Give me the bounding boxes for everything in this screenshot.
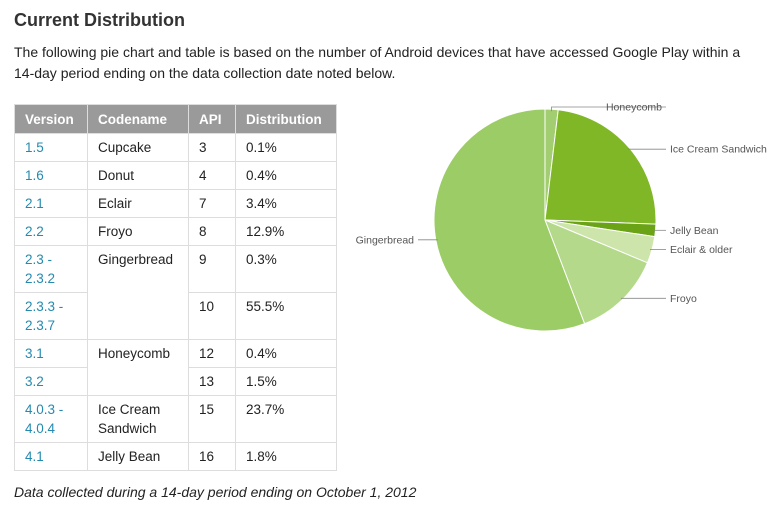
codename-cell: Gingerbread bbox=[87, 245, 189, 340]
version-link[interactable]: 1.6 bbox=[25, 168, 44, 183]
pie-slice-label: Froyo bbox=[670, 293, 697, 305]
pie-slice-label: Gingerbread bbox=[356, 234, 415, 246]
api-cell: 3 bbox=[188, 133, 236, 162]
codename-cell: Froyo bbox=[87, 217, 189, 246]
api-cell: 7 bbox=[188, 189, 236, 218]
intro-paragraph: The following pie chart and table is bas… bbox=[14, 44, 741, 81]
data-collection-note: Data collected during a 14-day period en… bbox=[14, 484, 417, 500]
version-link[interactable]: 2.3.3 - 2.3.7 bbox=[25, 299, 64, 333]
pie-slice-label: Jelly Bean bbox=[670, 225, 719, 237]
distribution-cell: 23.7% bbox=[235, 395, 337, 443]
codename-cell: Jelly Bean bbox=[87, 442, 189, 471]
page-title: Current Distribution bbox=[14, 10, 185, 30]
distribution-cell: 12.9% bbox=[235, 217, 337, 246]
version-link[interactable]: 4.1 bbox=[25, 449, 44, 464]
distribution-table: Version Codename API Distribution 1.5 Cup… bbox=[14, 104, 337, 471]
version-link[interactable]: 4.0.3 - 4.0.4 bbox=[25, 402, 64, 436]
version-cell: 3.1 bbox=[14, 339, 88, 368]
distribution-cell: 55.5% bbox=[235, 292, 337, 340]
codename-cell: Eclair bbox=[87, 189, 189, 218]
codename-cell: Ice Cream Sandwich bbox=[87, 395, 189, 443]
table-row: 4.1 Jelly Bean 16 1.8% bbox=[14, 442, 337, 471]
table-row: 1.6 Donut 4 0.4% bbox=[14, 161, 337, 190]
table-header-row: Version Codename API Distribution bbox=[14, 104, 337, 134]
pie-slice-label: Eclair & older bbox=[670, 244, 733, 256]
version-cell: 4.0.3 - 4.0.4 bbox=[14, 395, 88, 443]
distribution-cell: 0.4% bbox=[235, 161, 337, 190]
pie-slice-label: Honeycomb bbox=[606, 102, 662, 114]
api-cell: 10 bbox=[188, 292, 236, 340]
version-cell: 2.3.3 - 2.3.7 bbox=[14, 292, 88, 340]
version-cell: 2.1 bbox=[14, 189, 88, 218]
version-cell: 3.2 bbox=[14, 367, 88, 396]
api-cell: 12 bbox=[188, 339, 236, 368]
pie-slice-label: Ice Cream Sandwich bbox=[670, 144, 767, 156]
header-api: API bbox=[188, 104, 236, 134]
version-link[interactable]: 1.5 bbox=[25, 140, 44, 155]
table-row: 3.2 13 1.5% bbox=[14, 367, 337, 396]
table-row: 4.0.3 - 4.0.4 Ice Cream Sandwich 15 23.7% bbox=[14, 395, 337, 443]
table-row: 3.1 Honeycomb 12 0.4% bbox=[14, 339, 337, 396]
table-row: 2.2 Froyo 8 12.9% bbox=[14, 217, 337, 246]
api-cell: 16 bbox=[188, 442, 236, 471]
api-cell: 8 bbox=[188, 217, 236, 246]
distribution-pie-chart: Honeycomb Ice Cream Sandwich Jelly Bean Ecl… bbox=[356, 102, 767, 332]
version-link[interactable]: 2.2 bbox=[25, 224, 44, 239]
header-codename: Codename bbox=[87, 104, 189, 134]
pie-slice bbox=[544, 219, 649, 325]
pie-leader-line bbox=[551, 106, 666, 112]
version-cell: 2.2 bbox=[14, 217, 88, 246]
distribution-cell: 0.3% bbox=[235, 245, 337, 293]
codename-cell: Cupcake bbox=[87, 133, 189, 162]
distribution-cell: 1.5% bbox=[235, 367, 337, 396]
version-link[interactable]: 3.1 bbox=[25, 346, 44, 361]
codename-cell: Donut bbox=[87, 161, 189, 190]
api-cell: 9 bbox=[188, 245, 236, 293]
pie-slice bbox=[544, 109, 657, 225]
table-row: 2.3 - 2.3.2 Gingerbread 9 0.3% bbox=[14, 245, 337, 340]
version-link[interactable]: 2.1 bbox=[25, 196, 44, 211]
distribution-cell: 1.8% bbox=[235, 442, 337, 471]
header-version: Version bbox=[14, 104, 88, 134]
table-row: 2.1 Eclair 7 3.4% bbox=[14, 189, 337, 218]
table-row: 2.3.3 - 2.3.7 10 55.5% bbox=[14, 292, 337, 340]
version-cell: 4.1 bbox=[14, 442, 88, 471]
version-link[interactable]: 3.2 bbox=[25, 374, 44, 389]
version-cell: 2.3 - 2.3.2 bbox=[14, 245, 88, 293]
version-link[interactable]: 2.3 - 2.3.2 bbox=[25, 252, 56, 286]
api-cell: 13 bbox=[188, 367, 236, 396]
distribution-cell: 0.1% bbox=[235, 133, 337, 162]
header-distribution: Distribution bbox=[235, 104, 337, 134]
distribution-cell: 0.4% bbox=[235, 339, 337, 368]
version-cell: 1.6 bbox=[14, 161, 88, 190]
table-body: 1.5 Cupcake 3 0.1% 1.6 Donut 4 0.4% 2.1 Eclair 7 3.… bbox=[14, 133, 337, 471]
api-cell: 15 bbox=[188, 395, 236, 443]
version-cell: 1.5 bbox=[14, 133, 88, 162]
table-row: 1.5 Cupcake 3 0.1% bbox=[14, 133, 337, 162]
codename-cell: Honeycomb bbox=[87, 339, 189, 396]
api-cell: 4 bbox=[188, 161, 236, 190]
distribution-cell: 3.4% bbox=[235, 189, 337, 218]
